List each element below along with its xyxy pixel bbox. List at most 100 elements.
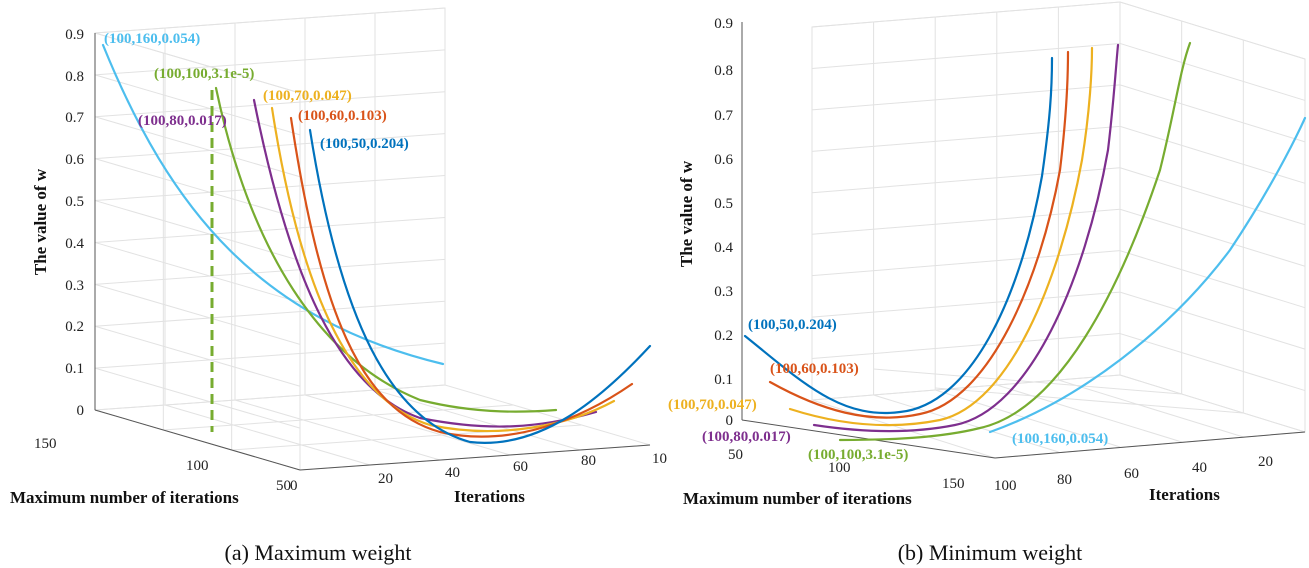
gridline [94,342,446,369]
curve-label: (100,100,3.1e-5) [808,447,908,463]
panel-b-z-tick-labels: 0 0.1 0.2 0.3 0.4 0.5 0.6 0.7 0.8 0.9 [714,16,733,429]
curve-100-70-0.047 [788,46,1094,427]
panel-a-max-iteration-tick-labels: 150 100 50 [34,436,291,494]
gridline [94,7,446,34]
gridline [811,42,1121,69]
curve-label: (100,80,0.017) [138,113,227,129]
gridline [94,258,446,285]
z-tick-label: 0.3 [714,284,733,300]
z-tick-label: 0.6 [65,152,84,168]
gridline [1058,379,1244,438]
panel-b-curves [743,41,1307,442]
z-tick-label: 0.9 [65,27,84,43]
gridline [996,384,1182,443]
gridline [811,167,1121,194]
gridline [94,241,301,303]
x-tick-label: 20 [378,471,393,487]
gridline [94,91,446,118]
x-tick-label: 80 [1057,472,1072,488]
gridline [94,300,446,327]
gridline [1119,167,1306,226]
x-tick-label: 80 [581,453,596,469]
gridline [1119,250,1306,309]
gridline [94,175,446,202]
gridline [935,389,1121,448]
gridline [163,404,514,431]
gridline [94,49,446,76]
gridline [1119,1,1306,60]
x-tick-label: 0 [290,478,298,494]
x-tick-label: 40 [445,465,460,481]
curve-100-50-0.204 [743,56,1054,415]
gridline [164,404,371,466]
panel-a-vertical-gridlines [162,13,582,466]
gridline [811,333,1121,360]
z-tick-label: 0.4 [714,240,733,256]
y-tick-label: 50 [276,478,291,494]
curve-label: (100,50,0.204) [748,317,837,333]
curve-label: (100,160,0.054) [1012,431,1108,447]
gridline [304,394,511,456]
curve-100-100-3.1e-5 [214,86,558,413]
panel-a-y-axis [94,409,301,471]
z-tick-label: 0.3 [65,278,84,294]
gridline [94,133,446,160]
gridline [94,325,301,387]
curve-100-80-0.017 [252,98,598,428]
curve-label: (100,70,0.047) [263,88,352,104]
gridline [94,367,301,429]
panel-b-y-axis-label: Maximum number of iterations [683,489,912,508]
panel-b: 0 0.1 0.2 0.3 0.4 0.5 0.6 0.7 0.8 0.9 10… [668,1,1307,565]
panel-a-x-axis [299,444,651,471]
z-tick-label: 0.5 [65,194,84,210]
x-tick-label: 40 [1192,460,1207,476]
panel-b-x-axis [994,431,1306,459]
x-tick-label: 10 [652,451,667,467]
gridline [935,387,1244,414]
panel-a-horizontal-gridlines [94,7,446,429]
curve-100-70-0.047 [270,106,616,433]
panel-b-horizontal-gridlines [811,1,1306,392]
panel-a-iteration-tick-labels: 0 20 40 60 80 10 [290,451,667,494]
y-tick-label: 150 [34,436,57,452]
panel-b-vertical-gridlines [873,7,1244,453]
gridline [1119,125,1306,184]
curve-100-160-0.054 [988,116,1307,434]
x-tick-label: 60 [1124,466,1139,482]
y-tick-label: 100 [828,460,851,476]
gridline [234,399,441,461]
gridline [1119,42,1306,101]
z-tick-label: 0.8 [714,63,733,79]
panel-a-caption: (a) Maximum weight [225,540,412,565]
y-tick-label: 50 [728,447,743,463]
z-tick-label: 0.1 [714,372,733,388]
x-tick-label: 20 [1258,454,1273,470]
panel-a-z-axis-label: The value of w [31,168,50,275]
z-tick-label: 0.8 [65,69,84,85]
curve-100-50-0.204 [308,128,652,444]
gridline [374,389,581,451]
panel-b-iteration-tick-labels: 100 80 60 40 20 [994,454,1273,494]
z-tick-label: 0.7 [65,110,84,126]
y-tick-label: 100 [186,458,209,474]
gridline [811,84,1121,111]
panel-a-floor [94,384,651,471]
panel-a-z-tick-labels: 0 0.1 0.2 0.3 0.4 0.5 0.6 0.7 0.8 0.9 [65,27,84,419]
gridline [94,158,301,220]
curve-label: (100,60,0.103) [770,361,859,377]
gridline [94,283,301,345]
gridline [873,394,1059,453]
y-tick-label: 150 [942,476,965,492]
curve-label: (100,70,0.047) [668,397,757,413]
gridline [94,74,301,136]
panel-a-y-axis-label: Maximum number of iterations [10,488,239,507]
gridline [94,32,301,94]
panel-b-grid [811,1,1306,459]
z-tick-label: 0.7 [714,108,733,124]
panel-b-z-axis-label: The value of w [677,160,696,267]
panel-b-curve-labels: (100,50,0.204) (100,60,0.103) (100,70,0.… [668,317,1108,463]
gridline [811,1,1121,28]
z-tick-label: 0.1 [65,361,84,377]
z-tick-label: 0.4 [65,236,84,252]
